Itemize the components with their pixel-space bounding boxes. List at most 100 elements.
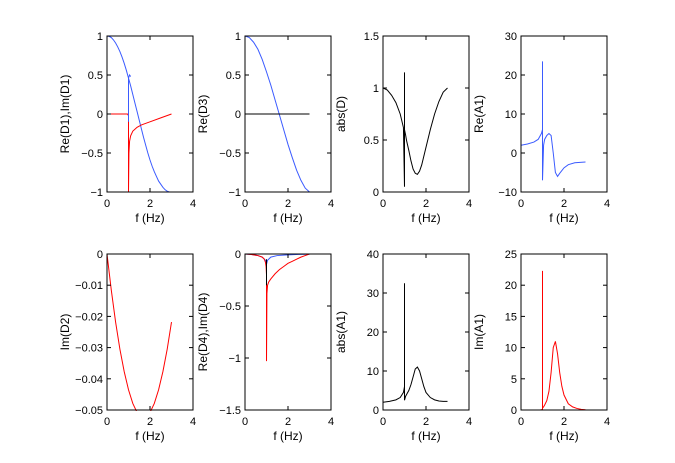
series-line-1-2	[107, 113, 172, 193]
axes-box	[382, 253, 470, 411]
y-tick-label: 1	[373, 83, 379, 95]
y-tick-label: −0.03	[75, 343, 103, 355]
x-tick-label: 4	[466, 416, 472, 428]
y-tick-label: 0.5	[226, 70, 241, 82]
x-axis-label: f (Hz)	[273, 211, 302, 225]
y-axis-label: Re(D3)	[196, 95, 210, 134]
x-tick-label: 2	[285, 416, 291, 428]
y-tick-label: 20	[505, 280, 517, 292]
x-axis-label: f (Hz)	[411, 429, 440, 443]
y-tick-label: 1	[235, 31, 241, 43]
subplot-5: 0 2 4 −0.05 −0.04 −0.03 −0.02 −0.01 0 f (Hz) Im(D2…	[58, 249, 196, 443]
y-tick-label: −1	[228, 187, 241, 199]
y-tick-label: 1.5	[364, 31, 379, 43]
y-axis-label: abs(D)	[334, 96, 348, 132]
y-axis-label: Re(D4),Im(D4)	[196, 293, 210, 372]
x-tick-label: 4	[328, 416, 334, 428]
y-tick-label: −0.5	[219, 301, 241, 313]
axes-box	[106, 253, 194, 411]
axes-box	[520, 253, 608, 411]
y-axis-label: Re(A1)	[472, 95, 486, 133]
x-tick-label: 4	[466, 198, 472, 210]
y-tick-label: −0.04	[75, 374, 103, 386]
y-tick-label: 10	[367, 366, 379, 378]
x-tick-label: 4	[190, 198, 196, 210]
x-axis-label: f (Hz)	[549, 211, 578, 225]
series-line-1-3	[128, 73, 132, 122]
series-line-2-1	[245, 35, 310, 193]
y-tick-label: −0.05	[75, 405, 103, 417]
y-axis-label: Im(D2)	[58, 314, 72, 351]
subplot-6: 0 2 4 −1.5 −1 −0.5 0 f (Hz) Re(D4),Im(D4)	[196, 249, 334, 443]
y-tick-label: −0.5	[219, 148, 241, 160]
y-tick-label: −0.5	[81, 148, 103, 160]
y-tick-label: 0	[235, 109, 241, 121]
series-line-6-2	[245, 253, 310, 362]
y-tick-label: −0.02	[75, 311, 103, 323]
y-tick-label: 10	[505, 109, 517, 121]
x-tick-label: 0	[242, 416, 248, 428]
x-tick-label: 2	[147, 198, 153, 210]
y-tick-label: 30	[505, 31, 517, 43]
y-tick-label: 0.5	[88, 70, 103, 82]
x-axis-label: f (Hz)	[549, 429, 578, 443]
subplot-3: 0 2 4 0 0.5 1 1.5 f (Hz) abs(D)	[334, 31, 472, 225]
x-tick-label: 2	[423, 198, 429, 210]
x-tick-label: 2	[561, 416, 567, 428]
y-tick-label: 20	[367, 327, 379, 339]
y-tick-label: 0	[511, 148, 517, 160]
y-tick-label: −0.01	[75, 280, 103, 292]
y-axis-label: abs(A1)	[334, 311, 348, 353]
subplot-8: 0 2 4 0 5 10 15 20 25 f (Hz) Im(A1)	[472, 249, 610, 443]
y-tick-label: −1.5	[219, 405, 241, 417]
x-tick-label: 0	[104, 416, 110, 428]
y-tick-label: 0	[97, 249, 103, 261]
x-tick-label: 4	[190, 416, 196, 428]
y-tick-label: 15	[505, 311, 517, 323]
y-tick-label: −1	[90, 187, 103, 199]
x-tick-label: 4	[328, 198, 334, 210]
x-tick-label: 0	[518, 198, 524, 210]
x-tick-label: 2	[561, 198, 567, 210]
y-tick-label: 10	[505, 343, 517, 355]
y-tick-label: 1	[97, 31, 103, 43]
x-tick-label: 0	[380, 198, 386, 210]
y-axis-label: Re(D1),Im(D1)	[58, 75, 72, 154]
x-tick-label: 0	[518, 416, 524, 428]
x-tick-label: 0	[380, 416, 386, 428]
y-tick-label: 0	[97, 109, 103, 121]
y-tick-label: −1	[228, 353, 241, 365]
subplot-1: 0 2 4 −1 −0.5 0 0.5 1 f (Hz) Re(D1),Im(D1)	[58, 31, 196, 225]
y-tick-label: 20	[505, 70, 517, 82]
x-tick-label: 2	[285, 198, 291, 210]
y-axis-label: Im(A1)	[472, 314, 486, 350]
x-tick-label: 4	[604, 198, 610, 210]
x-tick-label: 2	[147, 416, 153, 428]
y-tick-label: 30	[367, 288, 379, 300]
y-tick-label: 0.5	[364, 135, 379, 147]
series-line-4-1	[521, 61, 586, 181]
x-axis-label: f (Hz)	[273, 429, 302, 443]
series-line-8-1	[521, 270, 586, 411]
series-line-1-1	[107, 35, 172, 193]
x-axis-label: f (Hz)	[135, 211, 164, 225]
axes-box	[382, 35, 470, 193]
y-tick-label: 5	[511, 374, 517, 386]
x-axis-label: f (Hz)	[411, 211, 440, 225]
x-tick-label: 0	[104, 198, 110, 210]
y-tick-label: 0	[373, 405, 379, 417]
y-tick-label: 25	[505, 249, 517, 261]
series-line-5-1	[107, 253, 172, 411]
series-line-7-1	[383, 283, 448, 403]
y-tick-label: 0	[235, 249, 241, 261]
x-tick-label: 4	[604, 416, 610, 428]
axes-box	[244, 253, 332, 411]
y-tick-label: −10	[498, 187, 517, 199]
subplot-2: 0 2 4 −1 −0.5 0 0.5 1 f (Hz) Re(D3)	[196, 31, 334, 225]
x-axis-label: f (Hz)	[135, 429, 164, 443]
series-line-6-1	[245, 253, 310, 265]
series-line-3-1	[383, 72, 448, 187]
